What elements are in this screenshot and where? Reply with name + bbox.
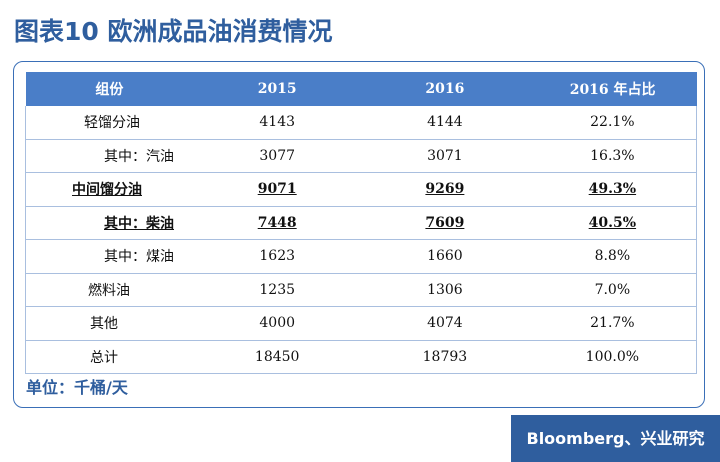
unit-note: 单位：千桶/天	[26, 378, 128, 397]
share-2016: 22.1%	[528, 105, 697, 140]
share-2016: 49.3%	[528, 172, 697, 207]
value-2016: 3071	[361, 139, 529, 173]
table-frame	[13, 61, 705, 408]
value-2015-text: 9071	[257, 181, 297, 198]
consumption-table: 组份 2015 2016 2016 年占比 轻馏分油 4143 4144 22.…	[25, 72, 697, 374]
value-2016: 4074	[361, 306, 529, 341]
row-label: 其中：汽油	[25, 139, 194, 173]
row-label: 其他	[25, 306, 194, 341]
table-row: 其中：汽油 3077 3071 16.3%	[25, 139, 697, 173]
table-row: 其他 4000 4074 21.7%	[25, 306, 697, 341]
value-2015: 3077	[193, 139, 362, 173]
share-2016-text: 49.3%	[588, 181, 637, 198]
value-2016-text: 7609	[425, 214, 465, 231]
value-2015: 4143	[193, 105, 362, 140]
share-2016: 40.5%	[528, 206, 697, 240]
table-row: 其中：柴油 7448 7609 40.5%	[25, 206, 697, 240]
table-row: 中间馏分油 9071 9269 49.3%	[25, 172, 697, 207]
share-2016: 100.0%	[528, 340, 697, 374]
row-label: 其中：煤油	[25, 239, 194, 274]
row-label-text: 中间馏分油	[72, 182, 142, 199]
table-row: 燃料油 1235 1306 7.0%	[25, 273, 697, 307]
share-2016-text: 40.5%	[588, 214, 637, 231]
row-label: 总计	[25, 340, 194, 374]
value-2015: 18450	[193, 340, 362, 374]
header-component: 组份	[25, 72, 194, 106]
figure-title: 图表10 欧洲成品油消费情况	[14, 17, 333, 46]
value-2016: 1660	[361, 239, 529, 274]
value-2016: 18793	[361, 340, 529, 374]
value-2015-text: 7448	[257, 214, 297, 231]
value-2015: 4000	[193, 306, 362, 341]
value-2015: 1623	[193, 239, 362, 274]
header-2015: 2015	[193, 72, 362, 106]
source-badge: Bloomberg、兴业研究	[511, 415, 720, 462]
share-2016: 8.8%	[528, 239, 697, 274]
row-label: 燃料油	[25, 273, 194, 307]
header-2016-share: 2016 年占比	[528, 72, 697, 106]
value-2016: 7609	[361, 206, 529, 240]
value-2016-text: 9269	[425, 181, 465, 198]
share-2016: 7.0%	[528, 273, 697, 307]
table-row: 轻馏分油 4143 4144 22.1%	[25, 105, 697, 140]
value-2015: 7448	[193, 206, 362, 240]
value-2015: 9071	[193, 172, 362, 207]
row-label-text: 其中：柴油	[104, 215, 174, 232]
row-label: 其中：柴油	[25, 206, 194, 240]
value-2016: 9269	[361, 172, 529, 207]
table-row: 总计 18450 18793 100.0%	[25, 340, 697, 374]
row-label: 轻馏分油	[25, 105, 194, 140]
table-row: 其中：煤油 1623 1660 8.8%	[25, 239, 697, 274]
table-header-row: 组份 2015 2016 2016 年占比	[25, 72, 697, 106]
row-label: 中间馏分油	[25, 172, 194, 207]
share-2016: 21.7%	[528, 306, 697, 341]
value-2016: 1306	[361, 273, 529, 307]
value-2015: 1235	[193, 273, 362, 307]
share-2016: 16.3%	[528, 139, 697, 173]
header-2016: 2016	[361, 72, 529, 106]
value-2016: 4144	[361, 105, 529, 140]
